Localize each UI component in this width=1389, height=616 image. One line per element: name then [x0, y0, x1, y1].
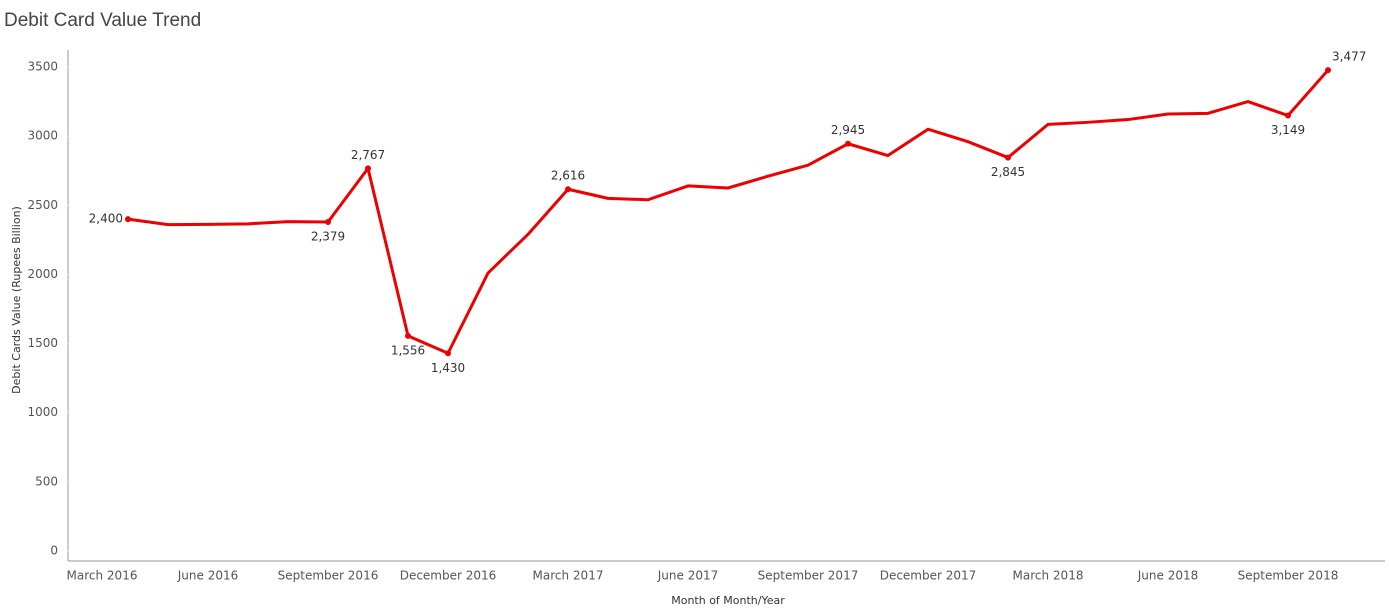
y-tick-label: 500	[35, 474, 58, 488]
y-axis-title: Debit Cards Value (Rupees Billion)	[10, 206, 23, 394]
x-tick-label: September 2016	[278, 569, 379, 583]
data-label: 1,556	[391, 343, 425, 357]
x-axis-title: Month of Month/Year	[671, 594, 785, 607]
y-tick-label: 2500	[27, 198, 58, 212]
point	[565, 186, 571, 193]
y-tick-label: 3500	[27, 60, 58, 74]
point	[845, 140, 851, 147]
y-tick-label: 3000	[27, 129, 58, 143]
x-tick-label: March 2017	[533, 569, 604, 583]
point	[405, 332, 411, 339]
point	[1325, 67, 1331, 74]
point	[325, 219, 331, 226]
x-tick-label: March 2016	[67, 569, 138, 583]
point	[125, 216, 131, 223]
point	[1005, 154, 1011, 161]
data-label: 3,477	[1332, 50, 1366, 64]
line	[127, 69, 1330, 355]
data-label: 3,149	[1271, 123, 1305, 137]
chart-title: Debit Card Value Trend	[4, 10, 201, 31]
x-tick-label: March 2018	[1013, 569, 1084, 583]
data-label: 2,616	[551, 169, 585, 183]
point	[365, 165, 371, 172]
data-label: 2,379	[311, 230, 345, 244]
point	[1285, 112, 1291, 119]
data-label: 2,767	[351, 148, 385, 162]
x-tick-label: June 2016	[177, 569, 239, 583]
x-tick-label: December 2016	[400, 569, 497, 583]
data-label: 2,845	[991, 165, 1025, 179]
point	[445, 350, 451, 357]
data-label: 2,945	[831, 123, 865, 137]
x-tick-label: September 2018	[1238, 569, 1339, 583]
x-tick-label: December 2017	[880, 569, 977, 583]
x-tick-label: September 2017	[758, 569, 859, 583]
y-tick-label: 1500	[27, 336, 58, 350]
data-label: 1,430	[431, 361, 465, 375]
y-tick-label: 1000	[27, 405, 58, 419]
data-label: 2,400	[89, 212, 123, 226]
y-tick-label: 0	[50, 544, 58, 558]
x-tick-label: June 2017	[657, 569, 719, 583]
y-tick-label: 2000	[27, 267, 58, 281]
x-tick-label: June 2018	[1137, 569, 1199, 583]
